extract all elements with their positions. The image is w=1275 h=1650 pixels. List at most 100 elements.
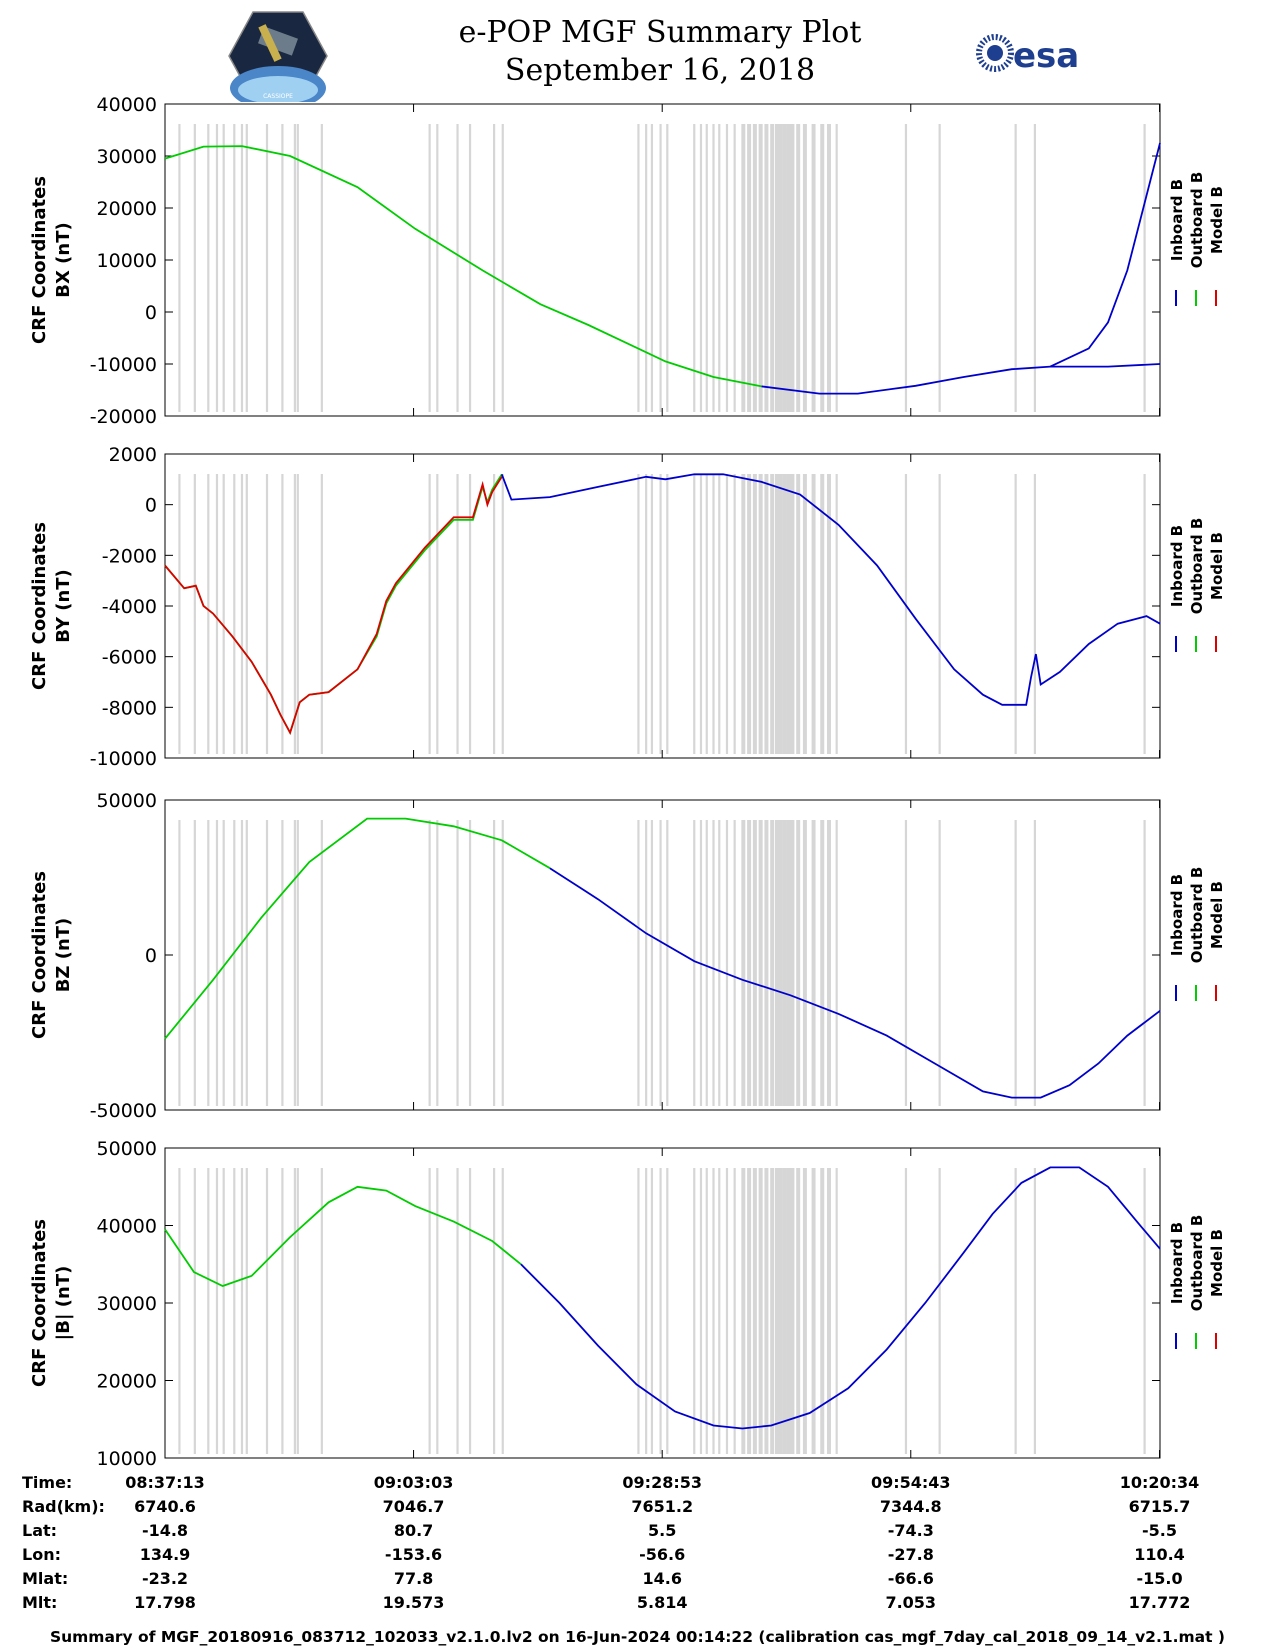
y-tick-label: 0 xyxy=(145,945,157,967)
info-row-label: Mlat: xyxy=(22,1569,68,1588)
info-cell: 7.053 xyxy=(885,1593,936,1612)
y-tick-label: 2000 xyxy=(109,444,157,466)
y-tick-label: 20000 xyxy=(97,1371,157,1393)
y-tick-label: -6000 xyxy=(102,647,157,669)
legend-label: Model B xyxy=(1208,532,1226,600)
info-cell: 80.7 xyxy=(394,1521,433,1540)
info-cell: 14.6 xyxy=(642,1569,681,1588)
info-cell: 134.9 xyxy=(140,1545,191,1564)
title-text: e-POP MGF Summary Plot xyxy=(458,15,862,50)
y-axis-label: CRF Coordinates BZ (nT) xyxy=(29,871,74,1039)
legend-label: Outboard B xyxy=(1188,867,1206,964)
info-cell: -5.5 xyxy=(1142,1521,1177,1540)
outboard-b-line xyxy=(164,473,503,735)
esa-logo-text: esa xyxy=(1013,36,1079,76)
legend-label: Outboard B xyxy=(1188,1215,1206,1312)
info-cell: 5.5 xyxy=(648,1521,676,1540)
y-tick-label: 50000 xyxy=(97,790,157,812)
y-tick-label: -8000 xyxy=(102,697,157,719)
y-tick-label: 0 xyxy=(145,495,157,517)
info-row-label: Mlt: xyxy=(22,1593,57,1612)
legend-label: Model B xyxy=(1208,186,1226,254)
y-tick-label: 10000 xyxy=(97,1448,157,1470)
legend-label: Outboard B xyxy=(1188,518,1206,615)
inboard-b-line xyxy=(761,363,1161,395)
inboard-b-line xyxy=(549,867,1161,1099)
info-cell: -23.2 xyxy=(142,1569,188,1588)
plot-frame xyxy=(164,453,1161,759)
inboard-b-line xyxy=(520,1166,1161,1430)
cassiope-logo-icon: CASSIOPE xyxy=(228,11,328,102)
legend-label: Model B xyxy=(1208,1229,1226,1297)
chart-panel-4: 10000 20000 30000 40000 50000 CRF Coordinates… xyxy=(29,1138,1226,1470)
y-tick-label: -10000 xyxy=(90,748,157,770)
chart-panel-3: -50000 0 50000 CRF Coordinates BZ (nT) Inboar… xyxy=(29,790,1226,1122)
info-cell: 7651.2 xyxy=(631,1497,693,1516)
outboard-b-line xyxy=(164,1185,522,1287)
y-tick-label: -50000 xyxy=(90,1100,157,1122)
y-tick-label: -2000 xyxy=(102,545,157,567)
inboard-b-line xyxy=(1049,142,1161,368)
info-cell: 17.798 xyxy=(134,1593,196,1612)
info-cell: 17.772 xyxy=(1129,1593,1191,1612)
info-cell: 7046.7 xyxy=(383,1497,445,1516)
info-row-label: Lon: xyxy=(22,1545,61,1564)
legend-label: Model B xyxy=(1208,881,1226,949)
info-cell: -27.8 xyxy=(888,1545,934,1564)
y-tick-label: -10000 xyxy=(90,354,157,376)
info-row-label: Lat: xyxy=(22,1521,57,1540)
y-tick-label: -20000 xyxy=(90,406,157,428)
y-tick-label: 50000 xyxy=(97,1138,157,1160)
orbit-info-table: Time: Rad(km): Lat: Lon: Mlat: Mlt: 08:37:13 67… xyxy=(22,1473,1199,1612)
plot-title: e-POP MGF Summary Plot September 16, 201… xyxy=(380,14,940,90)
info-cell: 110.4 xyxy=(1134,1545,1185,1564)
summary-footer: Summary of MGF_20180916_083712_102033_v2… xyxy=(49,1628,1226,1646)
legend-label: Inboard B xyxy=(1168,525,1186,607)
y-tick-label: 0 xyxy=(145,302,157,324)
chart-panel-1: -20000 -10000 0 10000 20000 30000 40000 CRF Coo… xyxy=(29,94,1226,428)
plot-frame xyxy=(164,799,1161,1111)
chart-panel-2: -10000 -8000 -6000 -4000 -2000 0 2000 CRF Coord… xyxy=(29,444,1226,770)
info-cell: 77.8 xyxy=(394,1569,433,1588)
info-row-label: Rad(km): xyxy=(22,1497,105,1516)
y-tick-label: 40000 xyxy=(97,1216,157,1238)
cassiope-logo-text: CASSIOPE xyxy=(263,93,293,100)
info-cell: -15.0 xyxy=(1136,1569,1182,1588)
outboard-b-line xyxy=(164,145,762,388)
inboard-b-line xyxy=(500,473,1161,706)
y-tick-label: 10000 xyxy=(97,250,157,272)
esa-logo-icon: esa xyxy=(976,34,1079,76)
info-cell: -66.6 xyxy=(888,1569,934,1588)
y-tick-label: 40000 xyxy=(97,94,157,116)
info-cell: 6740.6 xyxy=(134,1497,196,1516)
y-axis-label: CRF Coordinates BY (nT) xyxy=(29,522,74,690)
info-cell: -14.8 xyxy=(142,1521,188,1540)
info-cell: 08:37:13 xyxy=(125,1473,205,1492)
info-cell: 09:28:53 xyxy=(622,1473,702,1492)
legend-label: Inboard B xyxy=(1168,874,1186,956)
legend-label: Inboard B xyxy=(1168,179,1186,261)
legend-label: Outboard B xyxy=(1188,172,1206,269)
legend-label: Inboard B xyxy=(1168,1222,1186,1304)
info-cell: -74.3 xyxy=(888,1521,934,1540)
info-cell: -56.6 xyxy=(639,1545,685,1564)
y-axis-label: CRF Coordinates BX (nT) xyxy=(29,176,74,344)
y-tick-label: 30000 xyxy=(97,146,157,168)
y-tick-label: 20000 xyxy=(97,198,157,220)
info-cell: 09:03:03 xyxy=(374,1473,454,1492)
outboard-b-line xyxy=(164,817,551,1040)
info-cell: 09:54:43 xyxy=(871,1473,951,1492)
info-cell: 6715.7 xyxy=(1129,1497,1191,1516)
info-row-label: Time: xyxy=(22,1473,72,1492)
info-cell: 5.814 xyxy=(637,1593,688,1612)
info-cell: 7344.8 xyxy=(880,1497,942,1516)
info-cell: 19.573 xyxy=(383,1593,445,1612)
y-tick-label: 30000 xyxy=(97,1293,157,1315)
date-text: September 16, 2018 xyxy=(504,53,816,88)
y-axis-label: CRF Coordinates |B| (nT) xyxy=(29,1219,74,1387)
info-cell: 10:20:34 xyxy=(1120,1473,1200,1492)
info-cell: -153.6 xyxy=(385,1545,442,1564)
model-b-line xyxy=(164,476,503,735)
y-tick-label: -4000 xyxy=(102,596,157,618)
